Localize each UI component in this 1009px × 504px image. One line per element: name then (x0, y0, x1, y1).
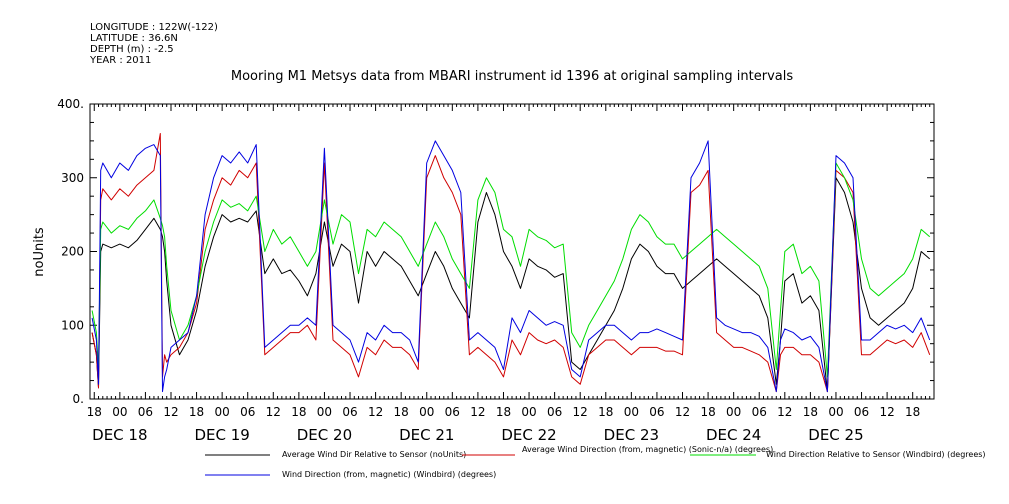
x-hour-label: 06 (649, 405, 664, 419)
x-hour-label: 12 (368, 405, 383, 419)
x-day-label: DEC 19 (194, 426, 249, 444)
x-axis: 18 00 06 12 18 00 06 12 18 00 06 12 18 00 06 12 18 00 06 12… (87, 104, 935, 444)
x-hour-label: 18 (598, 405, 613, 419)
x-hour-label: 00 (521, 405, 536, 419)
x-hour-label: 12 (879, 405, 894, 419)
x-day-label: DEC 21 (399, 426, 454, 444)
y-axis: 0. 100 200 300 400. (57, 97, 934, 406)
x-day-label: DEC 20 (297, 426, 352, 444)
x-hour-label: 12 (266, 405, 281, 419)
x-hour-label: 12 (573, 405, 588, 419)
x-hour-label: 00 (624, 405, 639, 419)
series-line-2 (91, 162, 931, 378)
x-hour-label: 12 (163, 405, 178, 419)
x-hour-label: 12 (675, 405, 690, 419)
x-hour-label: 12 (777, 405, 792, 419)
series-line-0 (91, 177, 931, 393)
y-tick-label: 100 (61, 318, 84, 332)
x-hour-label: 06 (138, 405, 153, 419)
x-day-label: DEC 22 (501, 426, 556, 444)
x-hour-label: 18 (291, 405, 306, 419)
x-hour-label: 12 (470, 405, 485, 419)
x-hour-label: 18 (394, 405, 409, 419)
y-tick-label: 200 (61, 245, 84, 259)
x-hour-label: 06 (752, 405, 767, 419)
legend-label-0: Average Wind Dir Relative to Sensor (noU… (282, 450, 466, 459)
x-hour-label: 00 (215, 405, 230, 419)
series-line-3 (91, 140, 931, 393)
series-line-1 (91, 133, 931, 393)
x-hour-label: 18 (189, 405, 204, 419)
x-hour-label: 00 (726, 405, 741, 419)
legend-label-3: Wind Direction (from, magnetic) (Windbir… (282, 470, 496, 479)
x-hour-label: 06 (854, 405, 869, 419)
x-hour-label: 18 (803, 405, 818, 419)
x-hour-label: 18 (700, 405, 715, 419)
y-tick-label: 400. (57, 97, 84, 111)
legend-label-1-text: Average Wind Direction (from, magnetic) … (522, 445, 773, 454)
y-tick-label: 300 (61, 171, 84, 185)
meta-year: YEAR : 2011 (89, 55, 151, 66)
y-axis-label: noUnits (32, 227, 47, 277)
x-hour-label: 18 (87, 405, 102, 419)
header-meta: LONGITUDE : 122W(-122) LATITUDE : 36.6N … (89, 22, 218, 66)
x-day-label: DEC 24 (706, 426, 761, 444)
legend-label-2: Wind Direction Relative to Sensor (Windb… (766, 450, 986, 459)
x-hour-label: 00 (317, 405, 332, 419)
y-tick-label: 0. (73, 392, 84, 406)
meta-longitude: LONGITUDE : 122W(-122) (90, 22, 218, 33)
x-hour-label: 06 (342, 405, 357, 419)
x-hour-label: 06 (240, 405, 255, 419)
chart-title: Mooring M1 Metsys data from MBARI instru… (231, 69, 793, 84)
x-hour-label: 00 (828, 405, 843, 419)
x-day-label: DEC 18 (92, 426, 147, 444)
meta-latitude: LATITUDE : 36.6N (90, 33, 178, 44)
x-day-label: DEC 23 (604, 426, 659, 444)
x-hour-label: 18 (905, 405, 920, 419)
x-hour-label: 06 (445, 405, 460, 419)
series-layer (91, 133, 931, 393)
x-day-label: DEC 25 (808, 426, 863, 444)
x-hour-label: 00 (112, 405, 127, 419)
x-hour-label: 06 (547, 405, 562, 419)
x-hour-label: 00 (419, 405, 434, 419)
legend: Average Wind Dir Relative to Sensor (noU… (205, 445, 986, 479)
legend-label-1: Average Wind Direction (from, magnetic) … (522, 445, 773, 454)
x-hour-label: 18 (496, 405, 511, 419)
meta-depth: DEPTH (m) : -2.5 (90, 44, 174, 55)
